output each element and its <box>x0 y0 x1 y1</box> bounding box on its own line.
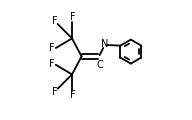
Text: C: C <box>97 60 103 70</box>
Text: F: F <box>49 59 55 69</box>
Text: F: F <box>52 16 57 26</box>
Text: N: N <box>101 39 109 49</box>
Text: F: F <box>52 87 57 97</box>
Text: F: F <box>70 12 75 22</box>
Text: F: F <box>49 43 55 53</box>
Text: F: F <box>70 90 75 100</box>
